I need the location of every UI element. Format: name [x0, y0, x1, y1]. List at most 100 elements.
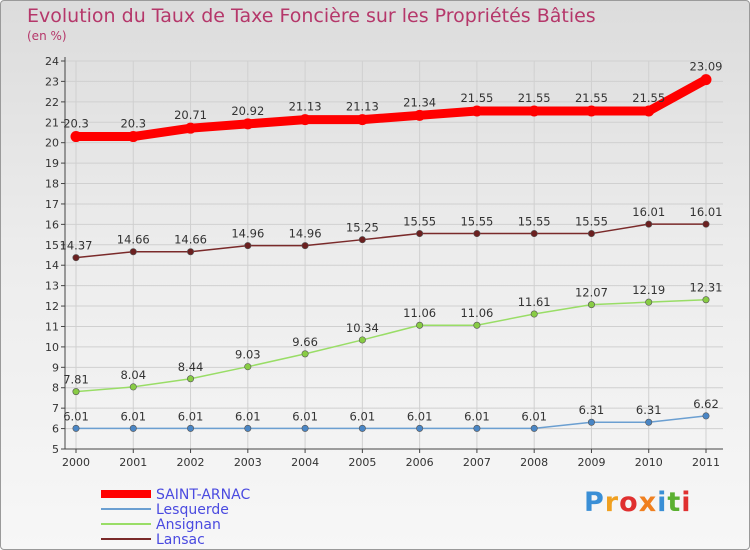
series-line-saint-arnac: [71, 75, 711, 142]
data-label: 6.31: [636, 403, 662, 417]
data-label: 6.01: [407, 409, 433, 423]
data-point: [530, 310, 538, 318]
y-tick-label: 18: [45, 178, 59, 191]
data-label: 6.01: [120, 409, 146, 423]
data-label: 16.01: [632, 205, 665, 219]
data-label: 15.25: [346, 221, 379, 235]
x-tick-label: 2001: [119, 456, 147, 469]
data-point: [473, 321, 481, 329]
x-tick-label: 2007: [463, 456, 491, 469]
data-point: [471, 105, 483, 117]
data-point: [587, 230, 595, 238]
y-tick-label: 13: [45, 280, 59, 293]
data-point: [242, 118, 254, 130]
y-tick-label: 19: [45, 157, 59, 170]
x-tick-label: 2009: [577, 456, 605, 469]
data-point: [528, 105, 540, 117]
y-tick-label: 17: [45, 198, 59, 211]
data-point: [643, 105, 655, 117]
unit-label: (en %): [27, 29, 67, 43]
data-point: [301, 242, 309, 250]
data-label: 20.3: [63, 117, 89, 131]
data-label: 14.96: [289, 227, 322, 241]
data-label: 12.19: [632, 283, 665, 297]
data-point: [587, 301, 595, 309]
data-point: [702, 412, 710, 420]
data-point: [70, 131, 82, 143]
legend-label: SAINT-ARNAC: [156, 487, 250, 503]
chart-title: Evolution du Taux de Taxe Foncière sur l…: [27, 5, 596, 27]
data-point: [645, 298, 653, 306]
data-label: 15.55: [518, 215, 551, 229]
x-tick-label: 2011: [692, 456, 720, 469]
series-line-lansac: [75, 223, 707, 259]
data-point: [185, 122, 197, 134]
data-point: [301, 424, 309, 432]
y-tick-label: 24: [45, 55, 59, 68]
data-label: 6.01: [235, 409, 261, 423]
logo-letter: o: [619, 487, 639, 518]
data-point: [356, 114, 368, 126]
y-tick-label: 22: [45, 96, 59, 109]
data-point: [244, 424, 252, 432]
data-point: [585, 105, 597, 117]
x-tick-label: 2003: [234, 456, 262, 469]
series-line-ansignan: [75, 298, 707, 393]
data-point: [358, 236, 366, 244]
data-label: 6.62: [693, 397, 719, 411]
data-label: 21.13: [346, 100, 379, 114]
data-point: [473, 424, 481, 432]
data-point: [358, 424, 366, 432]
data-point: [72, 254, 80, 262]
data-label: 6.01: [178, 409, 204, 423]
data-point: [530, 230, 538, 238]
data-point: [702, 296, 710, 304]
data-label: 6.01: [350, 409, 376, 423]
y-tick-label: 11: [45, 320, 59, 333]
data-point: [473, 230, 481, 238]
x-tick-label: 2008: [520, 456, 548, 469]
x-tick-label: 2002: [177, 456, 205, 469]
data-label: 14.37: [60, 239, 93, 253]
data-point: [244, 363, 252, 371]
logo-letter: P: [584, 487, 605, 518]
data-point: [587, 418, 595, 426]
data-point: [187, 375, 195, 383]
data-label: 11.06: [460, 306, 493, 320]
y-tick-label: 9: [52, 361, 59, 374]
legend-label: Lesquerde: [156, 502, 229, 518]
data-label: 6.31: [579, 403, 605, 417]
data-point: [416, 230, 424, 238]
x-tick-label: 2000: [62, 456, 90, 469]
data-point: [129, 248, 137, 256]
x-tick-label: 2005: [348, 456, 376, 469]
y-tick-label: 10: [45, 341, 59, 354]
x-tick-label: 2004: [291, 456, 319, 469]
y-tick-label: 12: [45, 300, 59, 313]
data-label: 14.66: [117, 233, 150, 247]
data-point: [702, 220, 710, 228]
data-label: 14.96: [231, 227, 264, 241]
data-point: [530, 424, 538, 432]
logo-letter: t: [667, 487, 682, 518]
legend-label: Ansignan: [156, 517, 221, 533]
data-label: 21.55: [518, 91, 551, 105]
data-label: 7.81: [63, 373, 89, 387]
data-label: 10.34: [346, 321, 379, 335]
data-label: 9.66: [292, 335, 318, 349]
data-label: 14.66: [174, 233, 207, 247]
series-line-lesquerde: [75, 415, 707, 430]
proxiti-logo: Proxiti: [584, 487, 692, 518]
data-label: 11.61: [518, 295, 551, 309]
data-label: 6.01: [292, 409, 318, 423]
data-point: [416, 424, 424, 432]
data-point: [700, 74, 712, 86]
data-label: 12.07: [575, 286, 608, 300]
data-label: 8.04: [120, 368, 146, 382]
data-point: [301, 350, 309, 358]
data-point: [416, 321, 424, 329]
y-tick-label: 23: [45, 75, 59, 88]
y-tick-label: 15: [45, 239, 59, 252]
